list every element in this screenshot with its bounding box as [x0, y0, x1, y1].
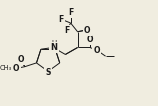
Text: H: H: [51, 40, 57, 46]
Text: O: O: [13, 64, 19, 73]
Text: F: F: [58, 15, 64, 24]
Text: O: O: [87, 35, 93, 44]
Text: S: S: [45, 68, 51, 77]
Text: O: O: [84, 26, 91, 34]
Text: F: F: [68, 8, 73, 17]
Text: O: O: [17, 55, 24, 64]
Text: O: O: [94, 46, 100, 55]
Text: N: N: [51, 43, 58, 52]
Text: F: F: [64, 26, 70, 35]
Text: CH₃: CH₃: [0, 65, 12, 71]
